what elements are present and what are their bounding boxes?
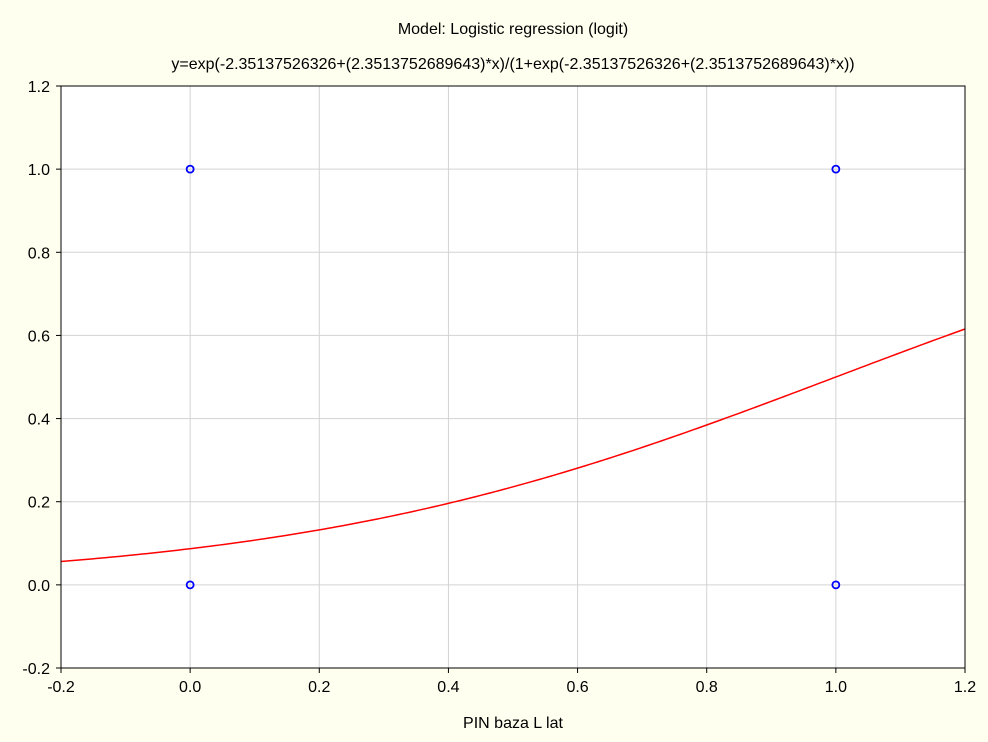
y-axis-ticks: -0.2 0.0 0.2 0.4 0.6 0.8 1.0 1.2 [22, 79, 61, 678]
x-tick-label: 1.2 [954, 679, 976, 696]
x-axis-ticks: -0.2 0.0 0.2 0.4 0.6 0.8 1.0 1.2 [47, 668, 976, 696]
data-point-3 [831, 580, 841, 590]
chart-subtitle: y=exp(-2.35137526326+(2.3513752689643)*x… [171, 56, 854, 73]
y-tick-label: 0.8 [28, 245, 50, 262]
plot-frame [60, 85, 966, 669]
regression-curve-layer [60, 328, 966, 563]
x-tick-label: 0.4 [437, 679, 459, 696]
y-tick-label: -0.2 [22, 661, 50, 678]
chart-title: Model: Logistic regression (logit) [398, 21, 628, 38]
x-axis-label: PIN baza L lat [463, 715, 563, 732]
data-point-2 [831, 164, 841, 174]
x-tick-label: -0.2 [47, 679, 75, 696]
y-tick-label: 1.2 [28, 79, 50, 96]
data-points-layer [185, 164, 841, 590]
x-tick-label: 0.8 [696, 679, 718, 696]
x-tick-label: 1.0 [825, 679, 847, 696]
y-tick-label: 0.2 [28, 495, 50, 512]
x-tick-label: 0.2 [308, 679, 330, 696]
y-tick-label: 0.0 [28, 578, 50, 595]
logistic-fit-curve [60, 328, 966, 563]
x-tick-label: 0.0 [179, 679, 201, 696]
grid-lines [61, 86, 965, 668]
data-point-1 [185, 580, 195, 590]
x-tick-label: 0.6 [566, 679, 588, 696]
y-tick-label: 1.0 [28, 162, 50, 179]
y-tick-label: 0.4 [28, 412, 50, 429]
plot-area [61, 86, 965, 668]
y-tick-label: 0.6 [28, 328, 50, 345]
data-point-0 [185, 164, 195, 174]
